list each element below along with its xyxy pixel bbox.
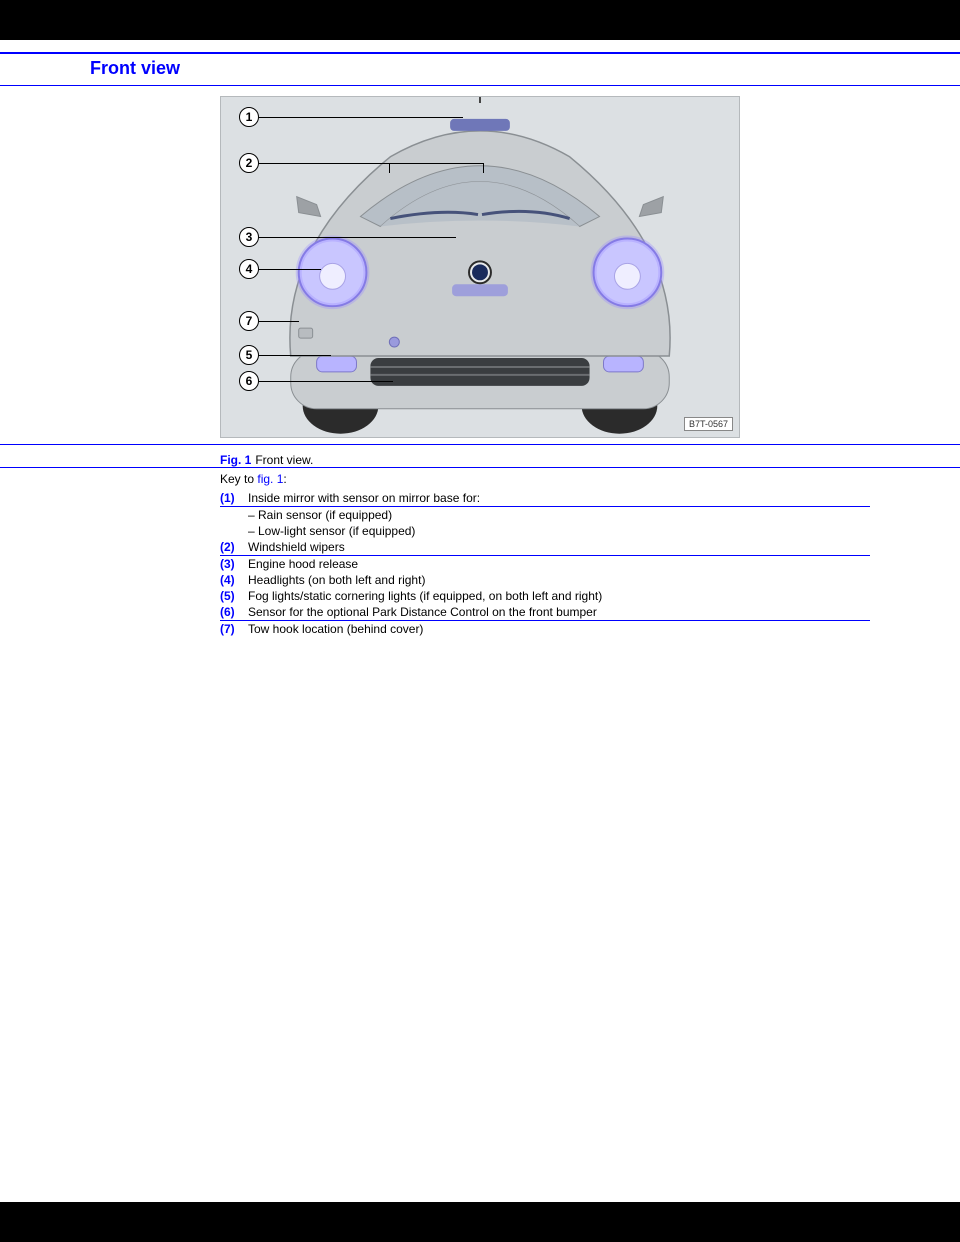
callout-number: 1 [239, 107, 259, 127]
figure-caption: Fig. 1 Front view. [0, 447, 960, 468]
callout-leader [483, 163, 484, 173]
legend-intro: Key to fig. 1: [220, 472, 870, 490]
legend-row: (4)Headlights (on both left and right) [220, 572, 870, 588]
callout-leader [259, 381, 393, 382]
figure-code-label: B7T-0567 [684, 417, 733, 431]
rule-under-figure [0, 444, 960, 445]
legend-row: (6)Sensor for the optional Park Distance… [220, 604, 870, 621]
callout-number: 2 [239, 153, 259, 173]
callout-number: 7 [239, 311, 259, 331]
car-illustration [221, 97, 739, 436]
legend-text: Engine hood release [248, 557, 870, 571]
legend-subrow: – Low-light sensor (if equipped) [220, 523, 870, 539]
callout-leader [259, 355, 331, 356]
callout-leader [259, 237, 456, 238]
legend-row: (1)Inside mirror with sensor on mirror b… [220, 490, 870, 507]
legend-number: (5) [220, 589, 248, 603]
legend-row: (7)Tow hook location (behind cover) [220, 621, 870, 637]
legend-subtext: – Rain sensor (if equipped) [248, 508, 870, 522]
legend-text: Windshield wipers [248, 540, 870, 554]
figure: 1 2 3 4 7 5 6 B7T-0567 [220, 96, 740, 438]
title-area: Front view [0, 54, 960, 81]
callout-leader [389, 163, 390, 173]
legend-number: (2) [220, 540, 248, 554]
legend-intro-prefix: Key to [220, 472, 257, 486]
figure-canvas: 1 2 3 4 7 5 6 B7T-0567 [221, 97, 739, 437]
callout-leader [259, 163, 389, 164]
legend-subrow: – Rain sensor (if equipped) [220, 507, 870, 523]
legend-intro-figref: fig. 1 [257, 472, 283, 486]
legend-items: (1)Inside mirror with sensor on mirror b… [220, 490, 870, 637]
page: Front view [0, 40, 960, 1202]
callout-number: 5 [239, 345, 259, 365]
callout-leader [259, 321, 299, 322]
legend-number: (7) [220, 622, 248, 636]
legend-text: Tow hook location (behind cover) [248, 622, 870, 636]
callout-leader [259, 269, 321, 270]
legend-number: (3) [220, 557, 248, 571]
legend-text: Headlights (on both left and right) [248, 573, 870, 587]
rule-under-title [0, 85, 960, 86]
legend-row: (2)Windshield wipers [220, 539, 870, 556]
legend-number: (1) [220, 491, 248, 505]
legend-number: (4) [220, 573, 248, 587]
legend: Key to fig. 1: (1)Inside mirror with sen… [0, 468, 960, 637]
callout-number: 3 [239, 227, 259, 247]
figure-caption-text: Front view. [255, 453, 313, 467]
legend-row: (5)Fog lights/static cornering lights (i… [220, 588, 870, 604]
legend-subtext: – Low-light sensor (if equipped) [248, 524, 870, 538]
callout-leader [389, 163, 483, 164]
legend-row: (3)Engine hood release [220, 556, 870, 572]
legend-text: Sensor for the optional Park Distance Co… [248, 605, 870, 619]
callout-number: 4 [239, 259, 259, 279]
callout-number: 6 [239, 371, 259, 391]
callout-leader [259, 117, 463, 118]
legend-intro-suffix: : [283, 472, 286, 486]
legend-text: Inside mirror with sensor on mirror base… [248, 491, 870, 505]
figure-label: Fig. 1 [220, 453, 255, 467]
section-title: Front view [90, 58, 870, 79]
legend-number: (6) [220, 605, 248, 619]
legend-text: Fog lights/static cornering lights (if e… [248, 589, 870, 603]
